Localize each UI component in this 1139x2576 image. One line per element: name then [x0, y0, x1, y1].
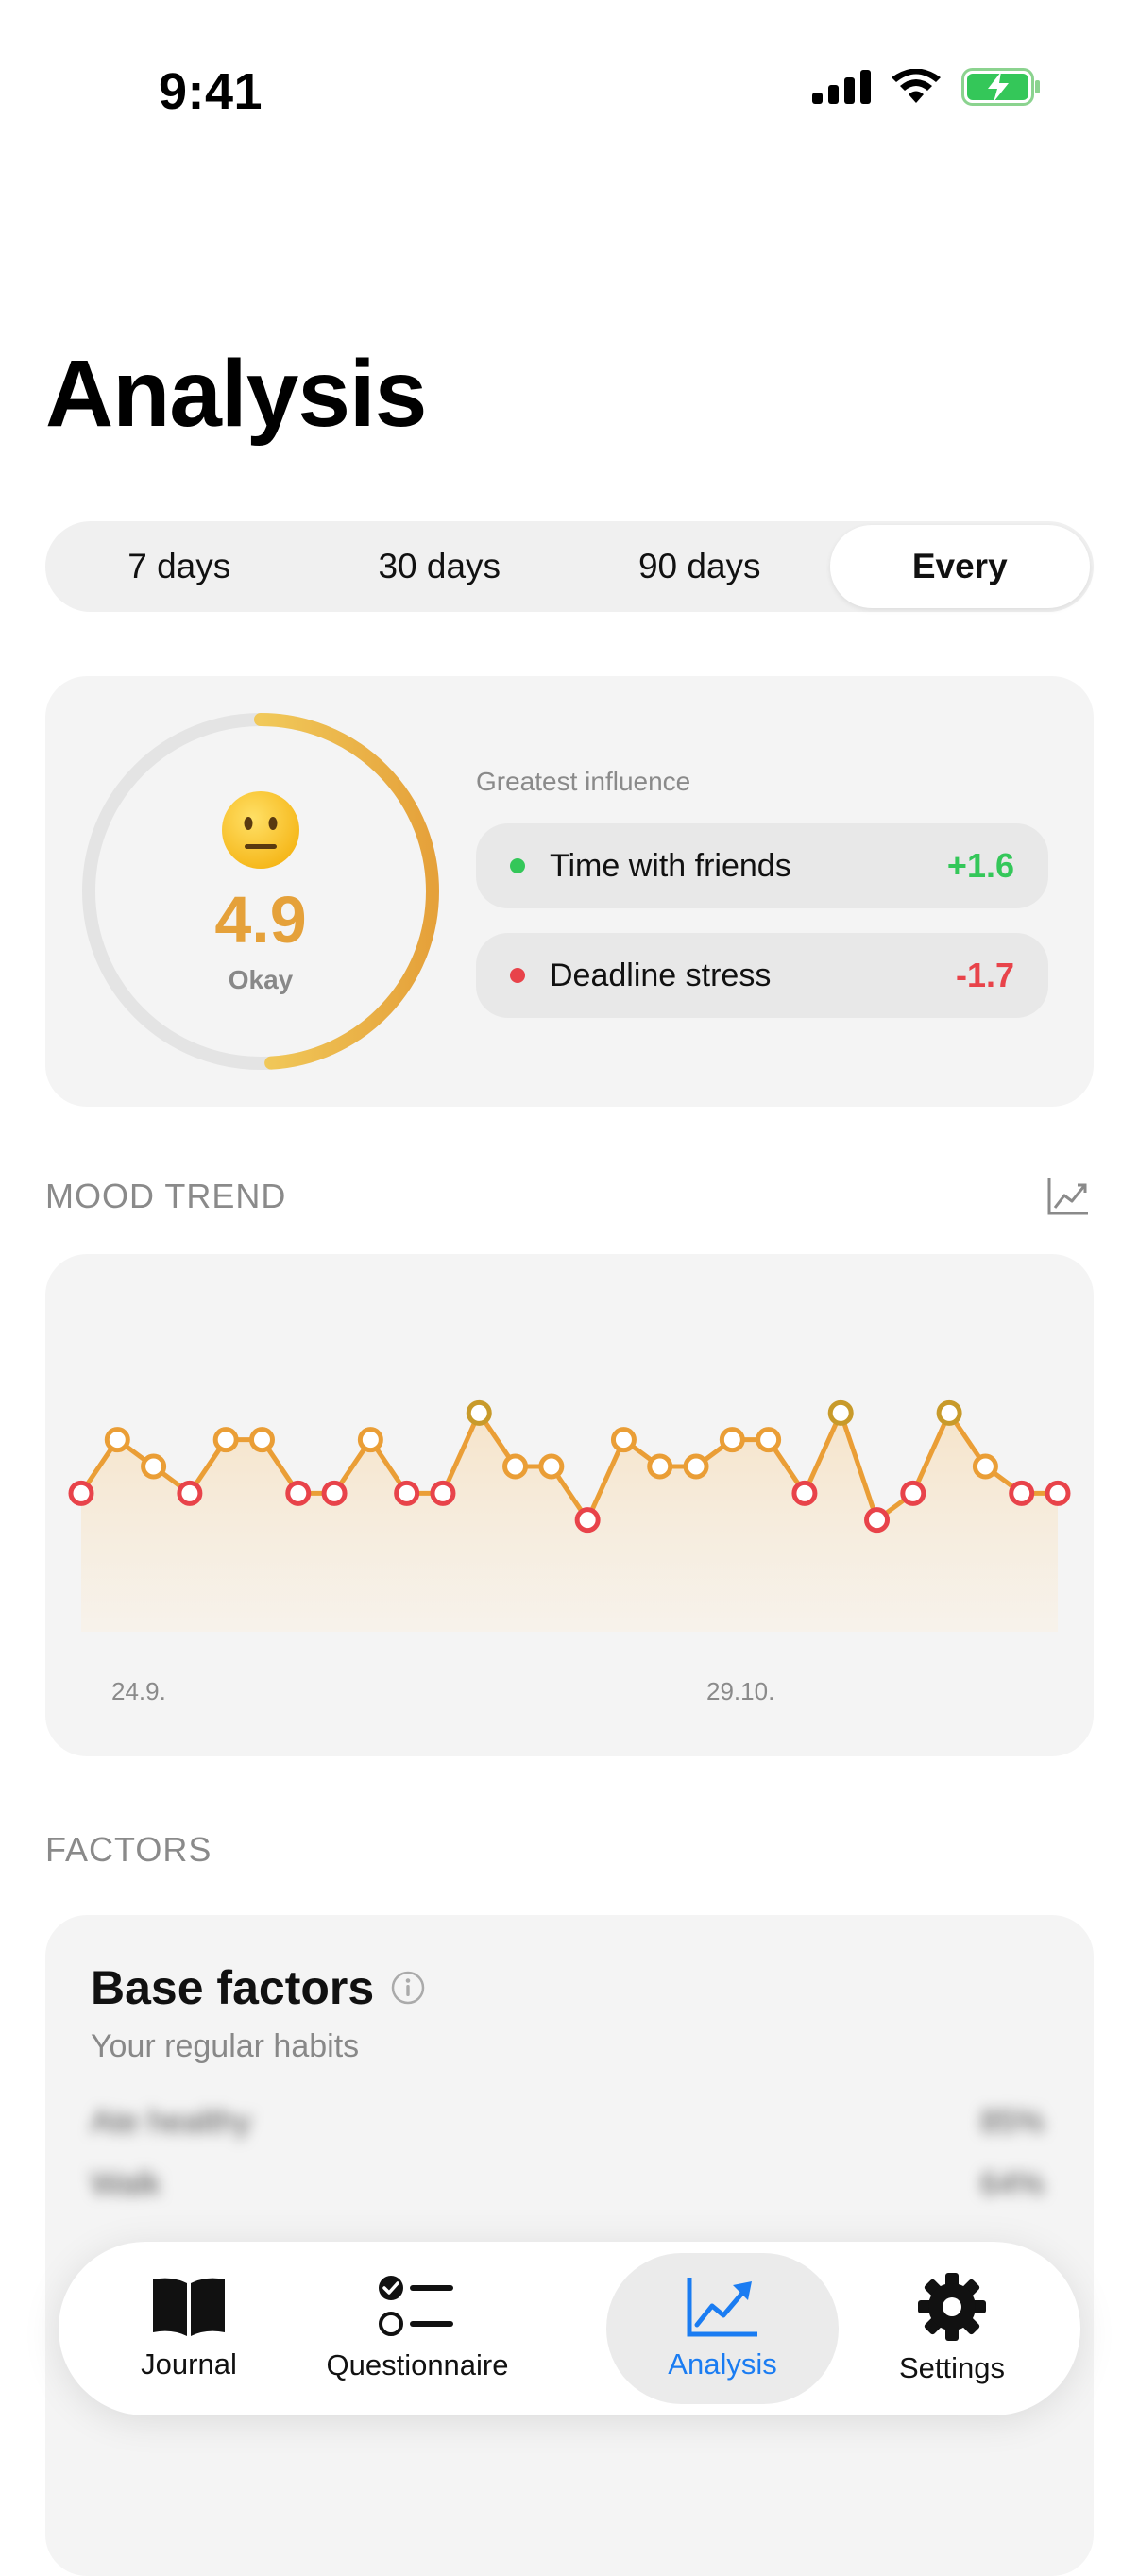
page-title: Analysis [45, 341, 427, 447]
greatest-influence-label: Greatest influence [476, 767, 691, 796]
trend-point[interactable] [972, 1453, 998, 1480]
trend-point[interactable] [900, 1480, 926, 1506]
trend-point[interactable] [864, 1507, 891, 1534]
factor-value: 85% [979, 2104, 1045, 2140]
influence-name: Time with friends [550, 847, 791, 884]
trend-line [78, 1410, 1058, 1523]
trend-point[interactable] [430, 1480, 456, 1506]
base-factors-title: Base factors [91, 1960, 425, 2015]
trend-point[interactable] [394, 1480, 420, 1506]
info-icon[interactable] [391, 1971, 425, 2005]
trend-point[interactable] [68, 1480, 94, 1506]
influence-item-positive[interactable]: Time with friends +1.6 [476, 823, 1048, 908]
battery-charging-icon [961, 68, 1040, 106]
trend-point[interactable] [357, 1427, 383, 1453]
factors-label: FACTORS [45, 1830, 212, 1869]
trend-point[interactable] [321, 1480, 348, 1506]
wifi-icon [892, 69, 941, 103]
trend-point[interactable] [683, 1453, 709, 1480]
tab-label: Journal [141, 2347, 237, 2381]
factor-value: 64% [979, 2166, 1045, 2202]
trend-point[interactable] [936, 1399, 962, 1426]
checklist-icon [379, 2276, 453, 2336]
tab-bar: Journal Questionnaire Analysis [59, 2242, 1080, 2415]
trend-point[interactable] [502, 1453, 529, 1480]
trend-point[interactable] [538, 1453, 565, 1480]
trend-point[interactable] [574, 1507, 601, 1534]
negative-dot-icon [510, 968, 525, 983]
mood-trend-label: MOOD TREND [45, 1177, 287, 1215]
gear-icon [918, 2273, 986, 2341]
status-time: 9:41 [159, 63, 264, 120]
trend-point[interactable] [248, 1427, 275, 1453]
trend-point[interactable] [791, 1480, 818, 1506]
signal-icon [812, 70, 871, 104]
trend-point[interactable] [1045, 1480, 1071, 1506]
factor-name: Walk [91, 2166, 162, 2202]
base-factors-subtitle: Your regular habits [91, 2028, 360, 2064]
mood-trend-card: 24.9. 29.10. [45, 1254, 1094, 1756]
trend-point[interactable] [719, 1427, 745, 1453]
factor-row[interactable]: Ate healthy 85% [91, 2104, 1045, 2141]
tab-label: Analysis [668, 2347, 777, 2381]
trend-point[interactable] [177, 1480, 203, 1506]
trend-point[interactable] [756, 1427, 782, 1453]
trend-point[interactable] [285, 1480, 312, 1506]
tab-questionnaire[interactable]: Questionnaire [295, 2253, 540, 2404]
mood-score-ring [82, 713, 439, 1070]
influence-value: -1.7 [955, 956, 1014, 994]
base-factors-title-text: Base factors [91, 1961, 375, 2014]
mood-score-word: Okay [228, 965, 294, 994]
trend-area [81, 1413, 1058, 1632]
trend-point[interactable] [466, 1399, 492, 1426]
book-icon [153, 2278, 225, 2336]
factor-name: Ate healthy [91, 2104, 252, 2140]
trend-point[interactable] [212, 1427, 239, 1453]
tab-settings[interactable]: Settings [858, 2253, 1046, 2404]
trend-point[interactable] [647, 1453, 673, 1480]
range-segmented-control: 7 days 30 days 90 days Every [45, 521, 1094, 612]
tab-analysis[interactable]: Analysis [606, 2253, 839, 2404]
influence-name: Deadline stress [550, 957, 772, 993]
trend-point[interactable] [104, 1427, 130, 1453]
trend-point[interactable] [141, 1453, 167, 1480]
trend-point[interactable] [827, 1399, 854, 1426]
x-axis-label: 24.9. [111, 1677, 166, 1705]
range-tab-7-days[interactable]: 7 days [128, 547, 231, 585]
status-icons [812, 68, 1041, 106]
trend-point[interactable] [610, 1427, 637, 1453]
range-tab-30-days[interactable]: 30 days [378, 547, 502, 585]
tab-label: Questionnaire [326, 2348, 509, 2381]
influence-item-negative[interactable]: Deadline stress -1.7 [476, 933, 1048, 1018]
factor-row[interactable]: Walk 64% [91, 2166, 1045, 2203]
tab-journal[interactable]: Journal [94, 2253, 283, 2404]
trend-point[interactable] [1009, 1480, 1035, 1506]
chart-line-icon [687, 2278, 757, 2337]
range-tab-90-days[interactable]: 90 days [638, 547, 761, 585]
x-axis-label: 29.10. [706, 1677, 774, 1705]
range-tab-every[interactable]: Every [829, 525, 1090, 608]
mood-score-value: 4.9 [214, 883, 307, 957]
positive-dot-icon [510, 858, 525, 873]
influence-value: +1.6 [946, 846, 1014, 885]
neutral-face-icon [222, 791, 299, 869]
mood-trend-chart[interactable]: 24.9. 29.10. [45, 1254, 1094, 1756]
tab-label: Settings [898, 2351, 1005, 2384]
chart-line-icon[interactable] [1046, 1177, 1090, 1216]
mood-score-card: 4.9 Okay Greatest influence Time with fr… [45, 676, 1094, 1107]
